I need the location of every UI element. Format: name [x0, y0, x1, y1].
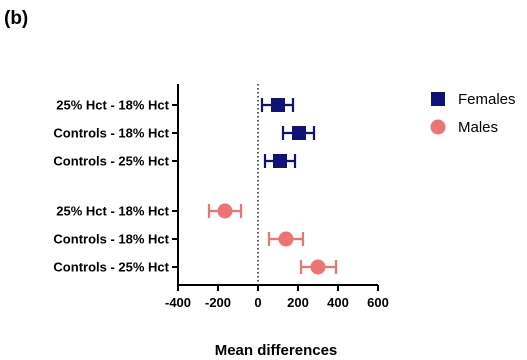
x-tick-label: 600: [367, 295, 389, 310]
axes: 25% Hct - 18% Hct Controls - 18% Hct Contr…: [53, 84, 389, 310]
x-tick-label: 200: [287, 295, 309, 310]
category-label: Controls - 25% Hct: [53, 260, 169, 275]
chart-marks: [207, 98, 338, 275]
category-label: Controls - 18% Hct: [53, 126, 169, 141]
x-axis-title: Mean differences: [215, 342, 338, 359]
data-point-square: [292, 126, 306, 140]
data-point-circle: [217, 203, 233, 219]
data-point-circle: [310, 259, 326, 275]
legend-label: Females: [458, 91, 516, 108]
category-label: 25% Hct - 18% Hct: [56, 204, 169, 219]
x-tick-label: 400: [327, 295, 349, 310]
legend-label: Males: [458, 119, 498, 136]
data-point-square: [273, 154, 287, 168]
panel-label: (b): [4, 8, 28, 29]
data-point-square: [271, 98, 285, 112]
x-tick-label: -400: [165, 295, 191, 310]
x-tick-label: 0: [254, 295, 261, 310]
data-point-circle: [278, 231, 294, 247]
category-label: Controls - 18% Hct: [53, 232, 169, 247]
legend: Females Males: [430, 91, 516, 136]
x-tick-label: -200: [205, 295, 231, 310]
legend-marker-circle: [430, 119, 446, 135]
category-label: Controls - 25% Hct: [53, 154, 169, 169]
legend-marker-square: [431, 92, 445, 106]
category-label: 25% Hct - 18% Hct: [56, 98, 169, 113]
